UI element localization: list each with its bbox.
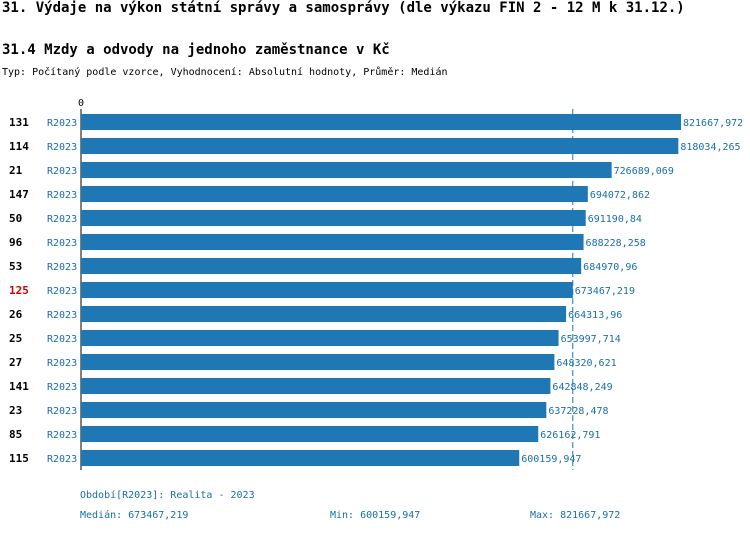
row-period-label: R2023 bbox=[47, 430, 77, 441]
row-period-label: R2023 bbox=[47, 286, 77, 297]
bar bbox=[81, 186, 588, 202]
bar-value-label: 664313,96 bbox=[568, 310, 622, 321]
row-period-label: R2023 bbox=[47, 142, 77, 153]
row-period-label: R2023 bbox=[47, 310, 77, 321]
bar bbox=[81, 258, 582, 274]
bar-value-label: 648320,621 bbox=[556, 358, 616, 369]
bar-value-label: 653997,714 bbox=[561, 334, 621, 345]
bar bbox=[81, 306, 567, 322]
row-id-label: 114 bbox=[9, 140, 29, 153]
row-period-label: R2023 bbox=[47, 358, 77, 369]
row-period-label: R2023 bbox=[47, 382, 77, 393]
x-axis-zero-label: 0 bbox=[78, 98, 84, 109]
row-id-label: 131 bbox=[9, 116, 29, 129]
bar bbox=[81, 354, 555, 370]
row-period-label: R2023 bbox=[47, 118, 77, 129]
bar-value-label: 694072,862 bbox=[590, 190, 650, 201]
row-id-label: 26 bbox=[9, 308, 23, 321]
bar-value-label: 637228,478 bbox=[548, 406, 608, 417]
row-period-label: R2023 bbox=[47, 454, 77, 465]
bar bbox=[81, 402, 547, 418]
row-id-label: 115 bbox=[9, 452, 29, 465]
chart-type-line: Typ: Počítaný podle vzorce, Vyhodnocení:… bbox=[2, 67, 448, 78]
bar bbox=[81, 282, 573, 298]
bar bbox=[81, 330, 559, 346]
bar bbox=[81, 114, 681, 130]
bar bbox=[81, 234, 584, 250]
bar bbox=[81, 210, 586, 226]
row-period-label: R2023 bbox=[47, 166, 77, 177]
bar-value-label: 684970,96 bbox=[583, 262, 637, 273]
bar-value-label: 818034,265 bbox=[680, 142, 740, 153]
row-period-label: R2023 bbox=[47, 262, 77, 273]
row-id-label: 147 bbox=[9, 188, 29, 201]
row-id-label: 27 bbox=[9, 356, 22, 369]
row-id-label: 53 bbox=[9, 260, 22, 273]
row-id-label: 125 bbox=[9, 284, 29, 297]
chart-subtitle: 31.4 Mzdy a odvody na jednoho zaměstnanc… bbox=[2, 42, 390, 58]
bar-value-label: 642848,249 bbox=[552, 382, 612, 393]
bar-value-label: 821667,972 bbox=[683, 118, 743, 129]
bar bbox=[81, 162, 612, 178]
row-id-label: 25 bbox=[9, 332, 22, 345]
bar bbox=[81, 426, 539, 442]
bar bbox=[81, 450, 520, 466]
bar-value-label: 691190,84 bbox=[588, 214, 642, 225]
period-note: Období[R2023]: Realita - 2023 bbox=[80, 490, 255, 501]
bar-value-label: 600159,947 bbox=[521, 454, 581, 465]
row-period-label: R2023 bbox=[47, 406, 77, 417]
row-period-label: R2023 bbox=[47, 214, 77, 225]
bar-value-label: 673467,219 bbox=[575, 286, 635, 297]
page-title: 31. Výdaje na výkon státní správy a samo… bbox=[2, 0, 685, 16]
row-id-label: 23 bbox=[9, 404, 22, 417]
row-id-label: 141 bbox=[9, 380, 29, 393]
bar bbox=[81, 378, 551, 394]
row-period-label: R2023 bbox=[47, 238, 77, 249]
bar-value-label: 726689,069 bbox=[614, 166, 674, 177]
max-summary: Max: 821667,972 bbox=[530, 510, 621, 521]
row-id-label: 96 bbox=[9, 236, 23, 249]
bar-value-label: 626162,791 bbox=[540, 430, 600, 441]
row-id-label: 85 bbox=[9, 428, 22, 441]
row-period-label: R2023 bbox=[47, 190, 77, 201]
row-id-label: 50 bbox=[9, 212, 22, 225]
bar-value-label: 688228,258 bbox=[586, 238, 646, 249]
bar bbox=[81, 138, 679, 154]
min-summary: Min: 600159,947 bbox=[330, 510, 421, 521]
row-period-label: R2023 bbox=[47, 334, 77, 345]
row-id-label: 21 bbox=[9, 164, 23, 177]
median-summary: Medián: 673467,219 bbox=[80, 510, 189, 521]
